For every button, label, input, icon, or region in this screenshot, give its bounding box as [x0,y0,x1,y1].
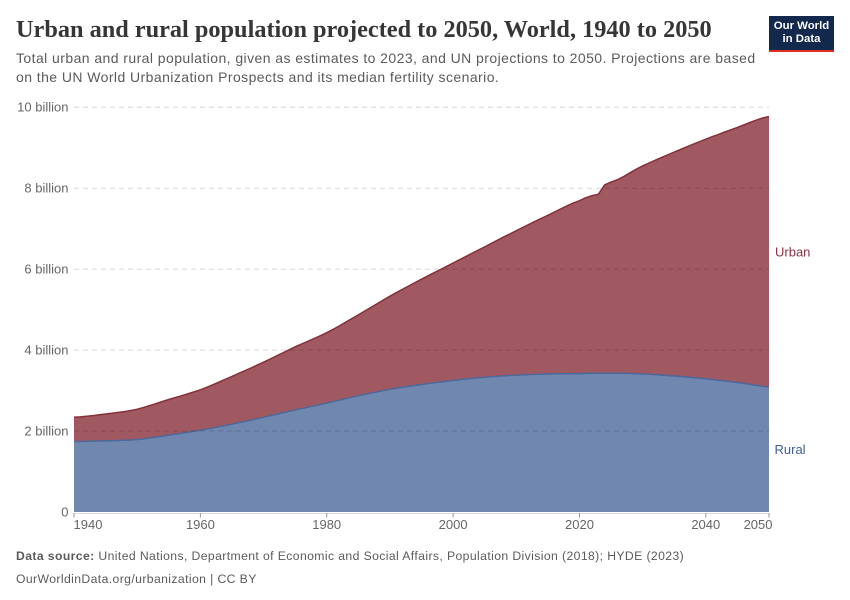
svg-text:2040: 2040 [691,517,720,532]
svg-text:10 billion: 10 billion [17,100,68,115]
svg-text:Rural: Rural [775,442,806,457]
svg-text:1960: 1960 [186,517,215,532]
svg-text:2000: 2000 [439,517,468,532]
svg-text:1980: 1980 [312,517,341,532]
svg-text:2050: 2050 [744,517,773,532]
svg-text:6 billion: 6 billion [24,262,68,277]
svg-text:8 billion: 8 billion [24,181,68,196]
svg-text:1940: 1940 [74,517,103,532]
svg-text:2020: 2020 [565,517,594,532]
svg-text:2 billion: 2 billion [24,424,68,439]
svg-text:Urban: Urban [775,245,810,260]
svg-text:4 billion: 4 billion [24,343,68,358]
svg-text:0: 0 [61,505,68,520]
